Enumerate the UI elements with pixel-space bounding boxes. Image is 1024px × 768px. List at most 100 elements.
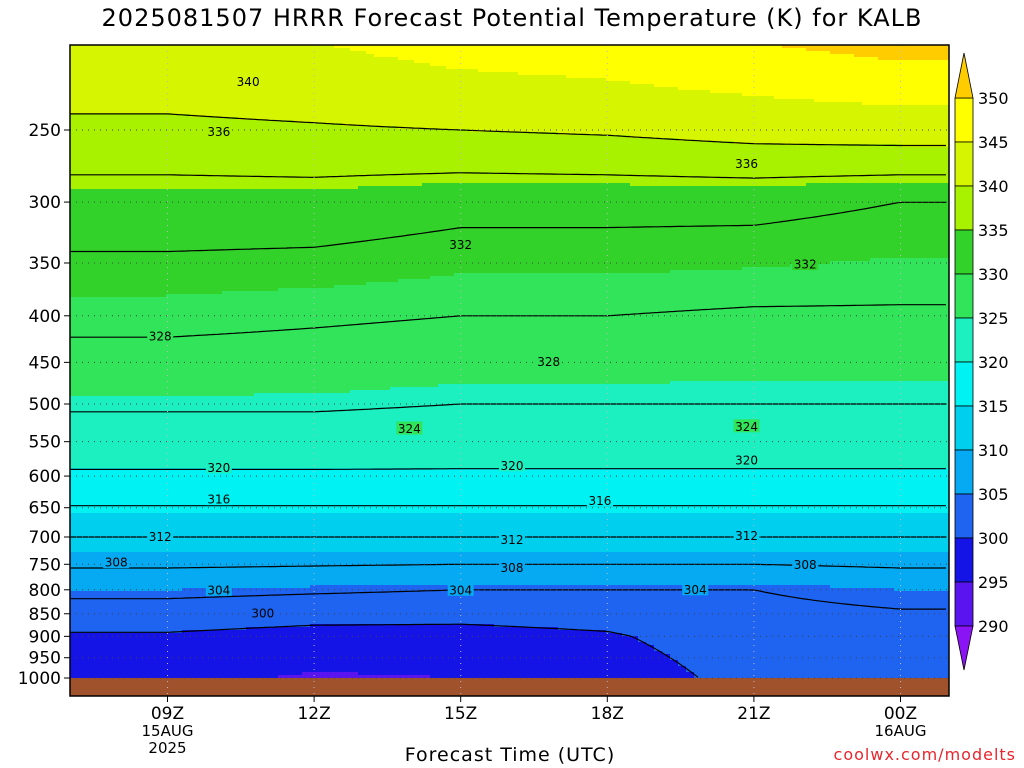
field-cell xyxy=(174,255,183,259)
field-cell xyxy=(126,381,135,385)
field-cell xyxy=(110,330,119,334)
field-cell xyxy=(78,96,87,100)
field-cell xyxy=(102,102,111,106)
field-cell xyxy=(102,201,111,205)
field-cell xyxy=(150,471,159,475)
field-cell xyxy=(94,489,103,493)
field-cell xyxy=(142,591,151,595)
field-cell xyxy=(94,78,103,82)
field-cell xyxy=(126,516,135,520)
field-cell xyxy=(70,129,79,133)
field-cell xyxy=(166,552,175,556)
field-cell xyxy=(158,621,167,625)
field-cell xyxy=(102,330,111,334)
field-cell xyxy=(94,666,103,670)
field-cell xyxy=(86,168,95,172)
field-cell xyxy=(142,480,151,484)
field-cell xyxy=(126,180,135,184)
field-cell xyxy=(126,198,135,202)
field-cell xyxy=(150,132,159,136)
field-cell xyxy=(110,129,119,133)
field-cell xyxy=(102,627,111,631)
field-cell xyxy=(78,456,87,460)
field-cell xyxy=(118,96,127,100)
field-cell xyxy=(142,102,151,106)
field-cell xyxy=(94,450,103,454)
field-cell xyxy=(118,345,127,349)
field-cell xyxy=(118,108,127,112)
field-cell xyxy=(126,72,135,76)
field-cell xyxy=(102,309,111,313)
field-cell xyxy=(166,48,175,52)
field-cell xyxy=(102,354,111,358)
field-cell xyxy=(134,165,143,169)
field-cell xyxy=(166,438,175,442)
field-cell xyxy=(142,264,151,268)
field-cell xyxy=(118,144,127,148)
field-cell xyxy=(110,201,119,205)
field-cell xyxy=(86,387,95,391)
field-cell xyxy=(70,150,79,154)
field-cell xyxy=(102,204,111,208)
field-cell xyxy=(150,453,159,457)
field-cell xyxy=(134,381,143,385)
field-cell xyxy=(150,417,159,421)
field-cell xyxy=(110,93,119,97)
field-cell xyxy=(126,270,135,274)
field-cell xyxy=(94,672,103,676)
field-cell xyxy=(118,435,127,439)
field-cell xyxy=(94,585,103,589)
field-cell xyxy=(102,312,111,316)
field-cell xyxy=(70,549,79,553)
field-cell xyxy=(126,75,135,79)
field-cell xyxy=(118,618,127,622)
field-cell xyxy=(166,204,175,208)
field-cell xyxy=(142,105,151,109)
field-cell xyxy=(102,75,111,79)
field-cell xyxy=(158,660,167,664)
field-cell xyxy=(86,552,95,556)
field-cell xyxy=(142,483,151,487)
field-cell xyxy=(70,168,79,172)
field-cell xyxy=(158,66,167,70)
field-cell xyxy=(110,222,119,226)
field-cell xyxy=(102,417,111,421)
field-cell xyxy=(142,387,151,391)
field-cell xyxy=(126,123,135,127)
field-cell xyxy=(142,444,151,448)
field-cell xyxy=(126,276,135,280)
field-cell xyxy=(110,570,119,574)
field-cell xyxy=(86,633,95,637)
field-cell xyxy=(86,441,95,445)
field-cell xyxy=(134,54,143,58)
field-cell xyxy=(110,474,119,478)
field-cell xyxy=(70,669,79,673)
field-cell xyxy=(134,669,143,673)
field-cell xyxy=(134,507,143,511)
field-cell xyxy=(134,261,143,265)
field-cell xyxy=(150,75,159,79)
field-cell xyxy=(158,615,167,619)
field-cell xyxy=(102,276,111,280)
field-cell xyxy=(134,639,143,643)
field-cell xyxy=(158,276,167,280)
field-cell xyxy=(70,192,79,196)
field-cell xyxy=(158,444,167,448)
field-cell xyxy=(102,351,111,355)
field-cell xyxy=(78,540,87,544)
field-cell xyxy=(150,294,159,298)
field-cell xyxy=(150,240,159,244)
field-cell xyxy=(94,372,103,376)
field-cell xyxy=(70,381,79,385)
field-cell xyxy=(134,93,143,97)
field-cell xyxy=(166,576,175,580)
field-cell xyxy=(158,465,167,469)
field-cell xyxy=(110,633,119,637)
field-cell xyxy=(158,189,167,193)
field-cell xyxy=(110,291,119,295)
field-cell xyxy=(142,558,151,562)
field-cell xyxy=(110,615,119,619)
field-cell xyxy=(94,582,103,586)
field-cell xyxy=(166,654,175,658)
field-cell xyxy=(110,141,119,145)
